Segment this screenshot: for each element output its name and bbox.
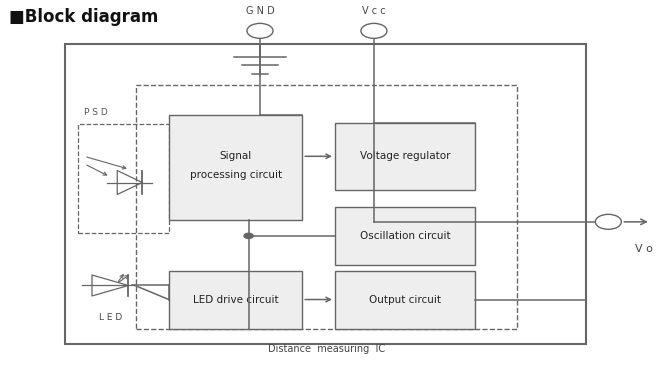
Text: LED drive circuit: LED drive circuit [193, 294, 278, 304]
Text: P S D: P S D [84, 108, 108, 117]
Text: G N D: G N D [245, 6, 274, 16]
Circle shape [244, 233, 253, 239]
Circle shape [595, 214, 621, 229]
Bar [64, 44, 586, 344]
Bar [78, 125, 169, 233]
Text: Oscillation circuit: Oscillation circuit [359, 231, 450, 241]
Text: Voltage regulator: Voltage regulator [360, 151, 450, 161]
Text: Signal: Signal [219, 151, 252, 161]
Text: V c c: V c c [362, 6, 386, 16]
Text: ■Block diagram: ■Block diagram [9, 8, 159, 26]
Bar [335, 271, 475, 329]
Text: V o: V o [635, 244, 653, 254]
Text: processing circuit: processing circuit [190, 170, 282, 180]
Bar [169, 115, 302, 220]
Text: L E D: L E D [99, 313, 122, 322]
Bar [335, 207, 475, 265]
Circle shape [361, 24, 387, 38]
Text: Output circuit: Output circuit [369, 294, 441, 304]
Text: Distance  measuring  IC: Distance measuring IC [268, 344, 386, 353]
Bar [136, 85, 517, 329]
Circle shape [247, 24, 273, 38]
Bar [335, 123, 475, 190]
Bar [169, 271, 302, 329]
